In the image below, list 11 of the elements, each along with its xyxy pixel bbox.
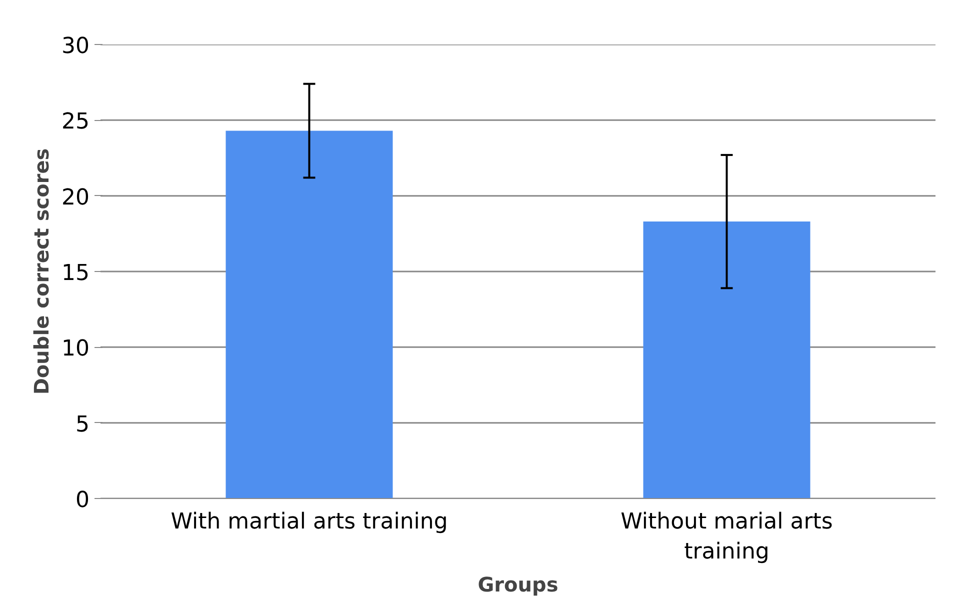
y-tick-label: 15 <box>62 261 90 286</box>
y-tick-label: 5 <box>76 412 90 438</box>
y-tick-label: 20 <box>62 185 90 210</box>
y-tick-label: 0 <box>76 488 90 513</box>
y-axis-title: Double correct scores <box>30 148 54 395</box>
x-tick-label: With martial arts training <box>170 510 448 534</box>
x-tick-label: Without marial arts training <box>620 510 833 564</box>
y-tick-label: 10 <box>62 336 90 362</box>
y-tick-label: 25 <box>62 110 90 135</box>
x-axis-title: Groups <box>478 572 558 596</box>
y-tick-label: 30 <box>62 34 90 59</box>
